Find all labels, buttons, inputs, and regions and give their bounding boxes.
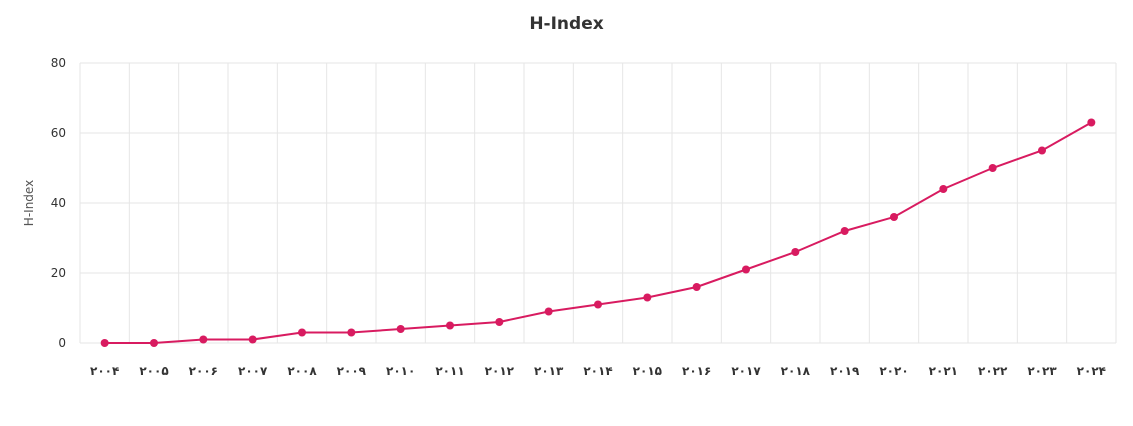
- data-point[interactable]: [347, 328, 356, 337]
- y-tick-label: 0: [58, 336, 66, 350]
- data-point[interactable]: [199, 335, 208, 344]
- x-tick-label: ۲۰۱۷: [731, 364, 761, 378]
- x-tick-label: ۲۰۰۷: [238, 364, 268, 378]
- data-point[interactable]: [988, 164, 997, 172]
- data-point[interactable]: [248, 335, 257, 344]
- x-tick-label: ۲۰۰۵: [139, 364, 168, 378]
- data-point[interactable]: [840, 227, 849, 235]
- x-tick-label: ۲۰۰۴: [90, 364, 119, 378]
- y-axis-label: H-Index: [22, 180, 36, 226]
- data-point[interactable]: [495, 318, 504, 326]
- y-axis: 0 20 40 60 80: [51, 56, 66, 350]
- x-tick-label: ۲۰۱۱: [435, 364, 464, 378]
- x-tick-label: ۲۰۲۱: [929, 364, 958, 378]
- data-point[interactable]: [446, 321, 454, 330]
- chart-title: H-Index: [529, 14, 604, 34]
- y-tick-label: 60: [51, 126, 66, 140]
- x-tick-label: ۲۰۱۹: [830, 364, 860, 378]
- y-tick-label: 80: [51, 56, 66, 70]
- data-point[interactable]: [594, 300, 602, 309]
- data-point[interactable]: [298, 328, 306, 337]
- data-point[interactable]: [692, 283, 701, 291]
- x-tick-label: ۲۰۲۳: [1027, 364, 1057, 378]
- x-tick-label: ۲۰۰۹: [337, 364, 367, 378]
- data-point[interactable]: [150, 339, 158, 347]
- x-axis: ۲۰۰۴ ۲۰۰۵ ۲۰۰۶ ۲۰۰۷ ۲۰۰۸ ۲۰۰۹ ۲۰۱۰ ۲۰۱۱ ۲۰۱۲ ۲۰۱۳…: [90, 364, 1106, 378]
- data-point[interactable]: [742, 265, 750, 274]
- data-point[interactable]: [544, 307, 553, 316]
- x-tick-label: ۲۰۲۴: [1077, 364, 1106, 378]
- x-tick-label: ۲۰۱۵: [633, 364, 662, 378]
- y-tick-label: 40: [51, 196, 66, 210]
- data-point[interactable]: [396, 325, 405, 333]
- x-tick-label: ۲۰۱۲: [485, 364, 515, 378]
- series: [100, 118, 1096, 347]
- x-tick-label: ۲۰۰۶: [189, 364, 218, 378]
- x-tick-label: ۲۰۱۰: [386, 364, 415, 378]
- data-point[interactable]: [1087, 118, 1096, 127]
- x-tick-label: ۲۰۱۳: [534, 364, 564, 378]
- series-line: [104, 121, 1092, 344]
- data-point[interactable]: [890, 213, 898, 221]
- grid: [79, 62, 1117, 344]
- data-point[interactable]: [643, 293, 652, 302]
- x-tick-label: ۲۰۱۸: [781, 364, 811, 378]
- x-tick-label: ۲۰۲۰: [879, 364, 908, 378]
- x-tick-label: ۲۰۲۲: [978, 364, 1008, 378]
- y-tick-label: 20: [51, 266, 66, 280]
- x-tick-label: ۲۰۰۸: [287, 364, 317, 378]
- x-tick-label: ۲۰۱۴: [583, 364, 612, 378]
- data-point[interactable]: [791, 248, 800, 256]
- data-point[interactable]: [1038, 146, 1046, 155]
- data-point[interactable]: [100, 339, 109, 347]
- x-tick-label: ۲۰۱۶: [682, 364, 711, 378]
- data-point[interactable]: [939, 185, 948, 193]
